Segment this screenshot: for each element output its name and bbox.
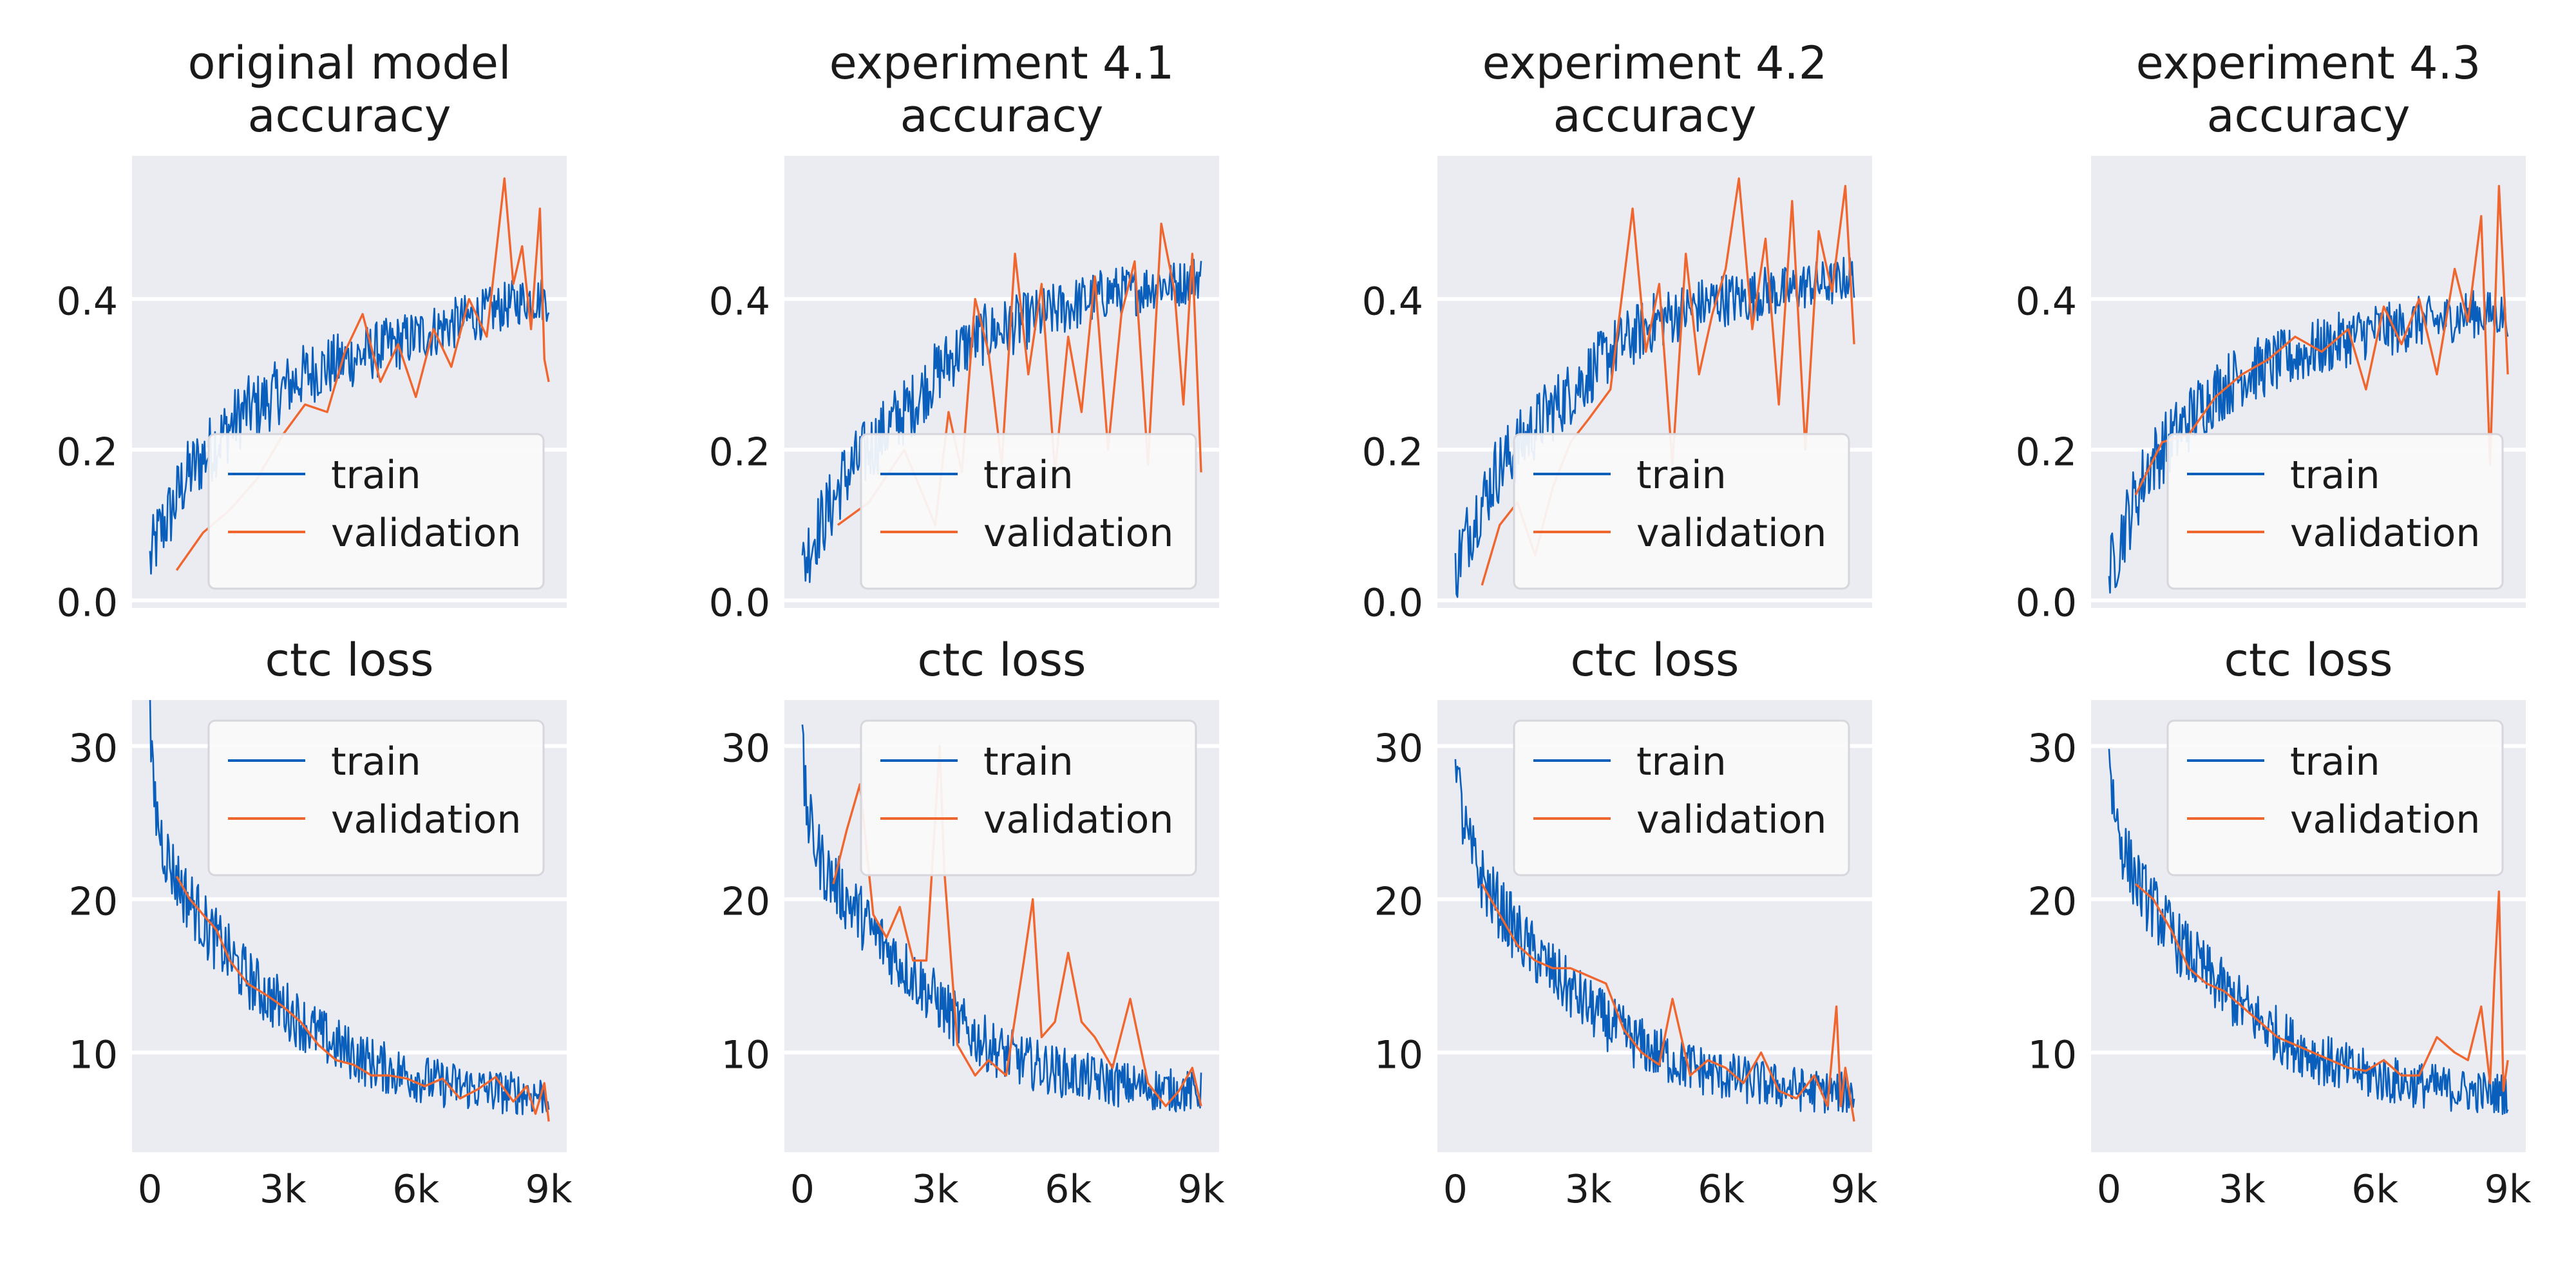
x-tick-label: 9k — [1831, 1167, 1878, 1212]
x-tick-label: 3k — [260, 1167, 307, 1212]
subplot-1: original model accuracy 0.0 0.2 0.4 train vali… — [57, 37, 567, 625]
y-tick-label: 10 — [2028, 1032, 2077, 1077]
series-line-validation — [175, 875, 550, 1122]
legend: train validation — [2166, 719, 2504, 876]
legend: train validation — [1513, 719, 1850, 876]
legend-label-validation: validation — [2290, 511, 2480, 556]
series-line-train — [801, 724, 1202, 1113]
y-tick-label: 0.2 — [1362, 430, 1423, 475]
y-tick-label: 20 — [69, 879, 118, 924]
y-tick-label: 0.0 — [2016, 580, 2077, 625]
legend-label-train: train — [331, 453, 421, 498]
y-tick-label: 10 — [721, 1032, 770, 1077]
series-line-validation — [2134, 185, 2509, 496]
x-tick-label: 6k — [392, 1167, 439, 1212]
subplot-3: experiment 4.2 accuracy 0.0 0.2 0.4 train vali… — [1362, 37, 1872, 625]
y-tick-label: 30 — [2028, 726, 2077, 771]
y-tick-label: 0.2 — [57, 430, 118, 475]
legend-label-train: train — [983, 453, 1074, 498]
legend-label-validation: validation — [1636, 511, 1826, 556]
legend-label-validation: validation — [1636, 797, 1826, 842]
legend-label-validation: validation — [983, 797, 1173, 842]
y-tick-label: 20 — [2028, 879, 2077, 924]
subplot-2: experiment 4.1 accuracy 0.0 0.2 0.4 train vali… — [709, 37, 1219, 625]
subplot-title: original model accuracy — [188, 37, 511, 142]
x-tick-label: 9k — [526, 1167, 573, 1212]
legend: train validation — [2166, 433, 2504, 590]
y-tick-label: 20 — [721, 879, 770, 924]
series-line-validation — [2135, 883, 2509, 1092]
subplot-6: ctc loss 10 20 30 0 3k 6k 9k train validation — [721, 634, 1225, 1212]
legend-label-train: train — [2290, 739, 2380, 784]
subplot-4: experiment 4.3 accuracy 0.0 0.2 0.4 train vali… — [2016, 37, 2526, 625]
x-tick-label: 3k — [2219, 1167, 2266, 1212]
legend-label-train: train — [1636, 453, 1727, 498]
subplot-8: ctc loss 10 20 30 0 3k 6k 9k train validation — [2028, 634, 2532, 1212]
x-tick-label: 0 — [790, 1167, 815, 1212]
legend-label-train: train — [331, 739, 421, 784]
legend: train validation — [207, 433, 545, 590]
y-tick-label: 0.4 — [57, 279, 118, 324]
subplot-title: ctc loss — [918, 634, 1086, 687]
y-tick-label: 10 — [69, 1032, 118, 1077]
subplot-7: ctc loss 10 20 30 0 3k 6k 9k train validation — [1374, 634, 1878, 1212]
x-tick-label: 6k — [2351, 1167, 2398, 1212]
y-tick-label: 30 — [1374, 726, 1423, 771]
legend: train validation — [860, 433, 1197, 590]
subplot-title: ctc loss — [265, 634, 434, 687]
x-tick-label: 3k — [1565, 1167, 1612, 1212]
subplot-title: ctc loss — [2224, 634, 2393, 687]
legend-label-train: train — [2290, 453, 2380, 498]
x-tick-label: 6k — [1045, 1167, 1092, 1212]
legend-label-train: train — [983, 739, 1074, 784]
subplot-title: ctc loss — [1571, 634, 1739, 687]
subplot-5: ctc loss 10 20 30 0 3k 6k 9k train validation — [69, 634, 573, 1212]
legend-label-validation: validation — [983, 511, 1173, 556]
series-line-train — [2108, 290, 2509, 594]
series-line-train — [1454, 759, 1855, 1114]
y-tick-label: 0.4 — [709, 279, 770, 324]
y-tick-label: 0.0 — [57, 580, 118, 625]
x-tick-label: 3k — [912, 1167, 959, 1212]
x-tick-label: 9k — [2485, 1167, 2532, 1212]
x-tick-label: 0 — [1443, 1167, 1468, 1212]
series-line-train — [2108, 748, 2509, 1115]
subplot-title: experiment 4.2 accuracy — [1482, 37, 1828, 142]
x-tick-label: 0 — [138, 1167, 162, 1212]
y-tick-label: 0.4 — [2016, 279, 2077, 324]
y-tick-label: 30 — [721, 726, 770, 771]
series-line-validation — [1481, 883, 1855, 1122]
legend-label-train: train — [1636, 739, 1727, 784]
subplot-title: experiment 4.1 accuracy — [829, 37, 1175, 142]
x-tick-label: 9k — [1178, 1167, 1225, 1212]
legend: train validation — [1513, 433, 1850, 590]
subplot-title: experiment 4.3 accuracy — [2136, 37, 2481, 142]
y-tick-label: 20 — [1374, 879, 1423, 924]
x-tick-label: 0 — [2097, 1167, 2121, 1212]
legend-label-validation: validation — [331, 797, 521, 842]
y-tick-label: 30 — [69, 726, 118, 771]
y-tick-label: 0.2 — [709, 430, 770, 475]
y-tick-label: 0.0 — [1362, 580, 1423, 625]
legend-label-validation: validation — [2290, 797, 2480, 842]
legend: train validation — [860, 719, 1197, 876]
x-tick-label: 6k — [1698, 1167, 1745, 1212]
series-line-train — [149, 700, 550, 1115]
legend-label-validation: validation — [331, 511, 521, 556]
series-line-validation — [832, 744, 1202, 1108]
y-tick-label: 0.2 — [2016, 430, 2077, 475]
y-tick-label: 10 — [1374, 1032, 1423, 1077]
y-tick-label: 0.0 — [709, 580, 770, 625]
y-tick-label: 0.4 — [1362, 279, 1423, 324]
legend: train validation — [207, 719, 545, 876]
